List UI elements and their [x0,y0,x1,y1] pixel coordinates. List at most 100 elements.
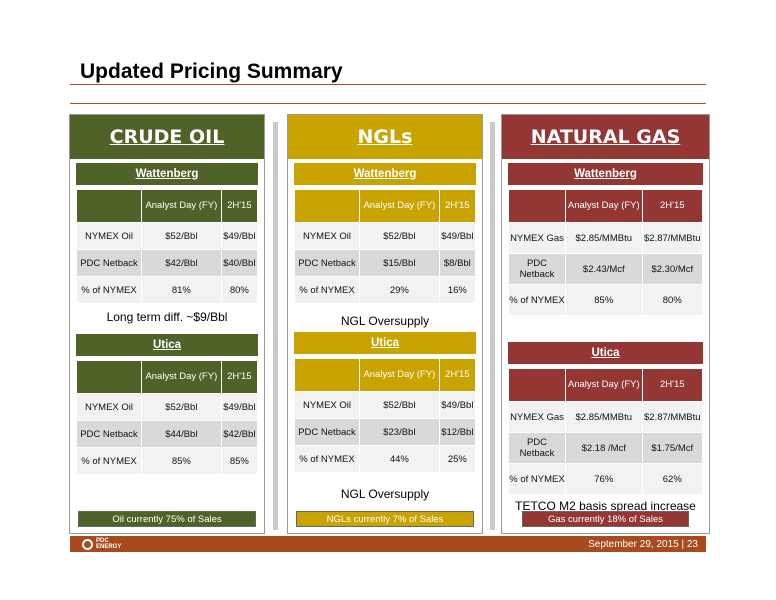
table-row: PDC Netback $2.43/Mcf $2.30/Mcf [509,254,702,284]
cell-value: 80% [221,277,257,303]
oil-sales-share-label: Oil currently 75% of Sales [78,511,256,527]
cell-value: 76% [566,464,642,494]
cell-value: $2.85/MMBtu [566,223,642,253]
crude-oil-panel: CRUDE OIL Wattenberg Analyst Day (FY) 2H… [69,114,265,534]
oil-utica-label: Utica [76,334,258,356]
table-row: % of NYMEX 29% 16% [295,277,475,303]
cell-value: $42/Bbl [142,250,221,276]
ngl-wattenberg-label: Wattenberg [294,163,476,185]
ngl-utica-table: Analyst Day (FY) 2H'15 NYMEX Oil $52/Bbl… [294,358,476,473]
ngl-header: NGLs [288,115,482,159]
cell-value: 44% [360,446,439,472]
header-analyst-day: Analyst Day (FY) [142,361,221,393]
gas-utica-label: Utica [508,342,703,364]
cell-value: $1.75/Mcf [642,433,702,463]
header-2h15: 2H'15 [439,359,475,391]
header-analyst-day: Analyst Day (FY) [566,190,642,222]
header-2h15: 2H'15 [642,369,702,401]
row-label: % of NYMEX [295,446,359,472]
cell-value: $52/Bbl [360,392,439,418]
header-cell-empty [77,190,141,222]
gas-utica-table: Analyst Day (FY) 2H'15 NYMEX Gas $2.85/M… [508,368,703,495]
row-label: NYMEX Gas [509,402,565,432]
table-row: % of NYMEX 76% 62% [509,464,702,494]
date-page-number: September 29, 2015 | 23 [588,538,698,550]
header-cell-empty [77,361,141,393]
cell-value: $40/Bbl [221,250,257,276]
page-title: Updated Pricing Summary [80,60,343,83]
cell-value: $49/Bbl [439,392,475,418]
column-separator [490,122,495,530]
cell-value: $49/Bbl [439,223,475,249]
ngl-wattenberg-table: Analyst Day (FY) 2H'15 NYMEX Oil $52/Bbl… [294,189,476,304]
ngl-utica-note: NGL Oversupply [340,487,430,501]
cell-value: 81% [142,277,221,303]
header-analyst-day: Analyst Day (FY) [360,190,439,222]
table-row: PDC Netback $23/Bbl $12/Bbl [295,419,475,445]
row-label: NYMEX Gas [509,223,565,253]
header-cell-empty [509,190,565,222]
cell-value: $23/Bbl [360,419,439,445]
table-row: NYMEX Oil $52/Bbl $49/Bbl [295,223,475,249]
cell-value: $2.87/MMBtu [642,223,702,253]
row-label: PDC Netback [509,254,565,284]
cell-value: $2.85/MMBtu [566,402,642,432]
oil-wattenberg-label: Wattenberg [76,163,258,185]
row-label: PDC Netback [77,250,141,276]
cell-value: $2.30/Mcf [642,254,702,284]
crude-oil-header: CRUDE OIL [70,115,264,159]
row-label: NYMEX Oil [77,223,141,249]
cell-value: 85% [142,448,221,474]
oil-wattenberg-table: Analyst Day (FY) 2H'15 NYMEX Oil $52/Bbl… [76,189,258,304]
table-row: % of NYMEX 44% 25% [295,446,475,472]
cell-value: $52/Bbl [360,223,439,249]
cell-value: $12/Bbl [439,419,475,445]
row-label: PDC Netback [295,419,359,445]
natural-gas-header: NATURAL GAS [502,115,709,159]
header-analyst-day: Analyst Day (FY) [360,359,439,391]
natural-gas-panel: NATURAL GAS Wattenberg Analyst Day (FY) … [501,114,710,534]
header-2h15: 2H'15 [439,190,475,222]
row-label: PDC Netback [509,433,565,463]
cell-value: 16% [439,277,475,303]
header-2h15: 2H'15 [221,190,257,222]
row-label: NYMEX Oil [295,392,359,418]
footer-bar: September 29, 2015 | 23 [70,536,706,552]
table-row: % of NYMEX 81% 80% [77,277,257,303]
pdc-logo-icon [82,538,93,550]
row-label: % of NYMEX [77,448,141,474]
table-row: PDC Netback $42/Bbl $40/Bbl [77,250,257,276]
cell-value: $52/Bbl [142,394,221,420]
table-row: NYMEX Oil $52/Bbl $49/Bbl [77,394,257,420]
cell-value: 85% [566,285,642,315]
table-row: PDC Netback $2.18 /Mcf $1.75/Mcf [509,433,702,463]
cell-value: $2.87/MMBtu [642,402,702,432]
row-label: % of NYMEX [509,464,565,494]
gas-sales-share-label: Gas currently 18% of Sales [522,511,689,527]
cell-value: 25% [439,446,475,472]
row-label: % of NYMEX [295,277,359,303]
header-cell-empty [295,190,359,222]
cell-value: 85% [221,448,257,474]
cell-value: 62% [642,464,702,494]
ngl-panel: NGLs Wattenberg Analyst Day (FY) 2H'15 N… [287,114,483,534]
cell-value: $52/Bbl [142,223,221,249]
oil-utica-table: Analyst Day (FY) 2H'15 NYMEX Oil $52/Bbl… [76,360,258,475]
table-row: % of NYMEX 85% 80% [509,285,702,315]
header-analyst-day: Analyst Day (FY) [142,190,221,222]
gas-wattenberg-table: Analyst Day (FY) 2H'15 NYMEX Gas $2.85/M… [508,189,703,316]
cell-value: $15/Bbl [360,250,439,276]
gas-wattenberg-label: Wattenberg [508,163,703,185]
cell-value: $44/Bbl [142,421,221,447]
table-row: PDC Netback $15/Bbl $8/Bbl [295,250,475,276]
cell-value: 80% [642,285,702,315]
cell-value: $42/Bbl [221,421,257,447]
pdc-logo: PDC ENERGY [82,537,122,551]
row-label: PDC Netback [295,250,359,276]
row-label: NYMEX Oil [295,223,359,249]
column-separator [273,122,278,530]
table-row: NYMEX Oil $52/Bbl $49/Bbl [77,223,257,249]
table-row: NYMEX Oil $52/Bbl $49/Bbl [295,392,475,418]
cell-value: $49/Bbl [221,223,257,249]
title-rule-lower [70,103,706,104]
